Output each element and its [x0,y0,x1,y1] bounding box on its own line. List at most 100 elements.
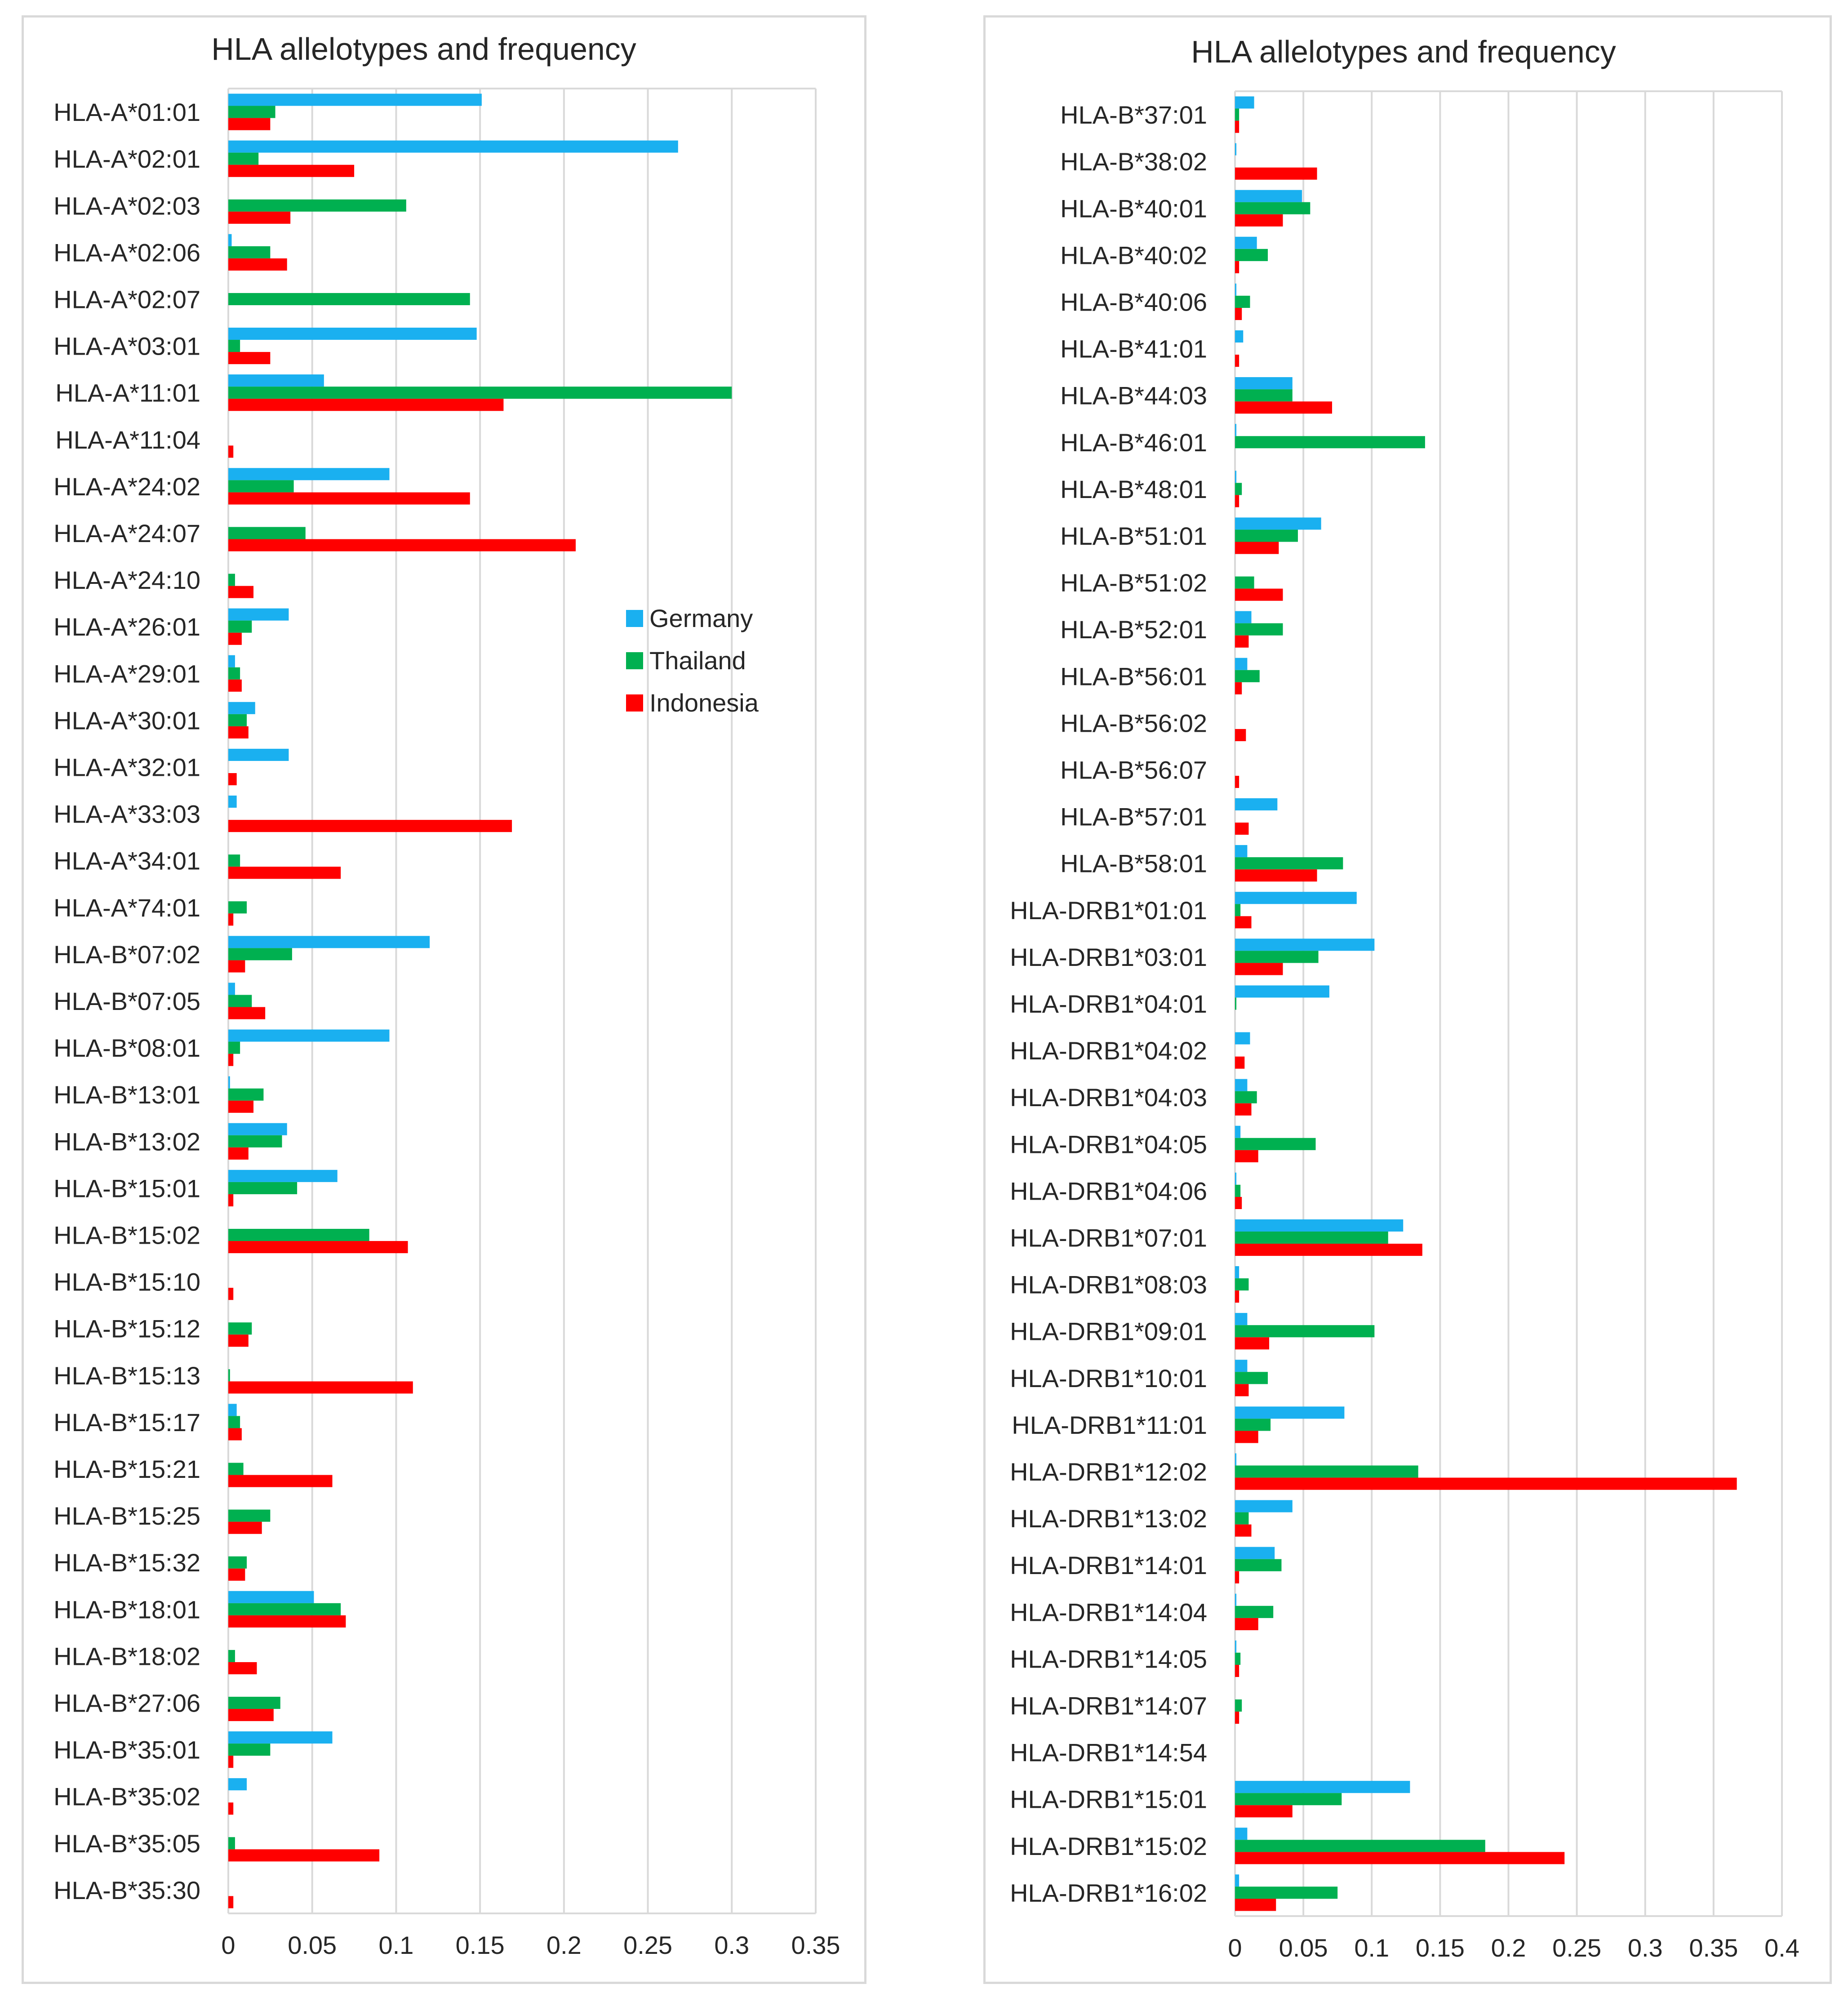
bar-thailand [1235,1278,1249,1291]
x-tick-label: 0.1 [1354,1934,1389,1962]
category-label: HLA-A*30:01 [53,706,200,734]
bar-germany [228,1123,287,1135]
bar-thailand [1235,670,1260,682]
legend: Germany Thailand Indonesia [626,604,759,717]
bar-germany [1235,1781,1410,1793]
bar-indonesia [228,1475,333,1487]
chart-panel-right: HLA allelotypes and frequency HLA-B*37:0… [983,15,1832,1984]
bar-thailand [1235,857,1343,870]
bar-germany [1235,377,1293,390]
bar-indonesia [228,1615,346,1628]
bar-germany [228,1029,390,1042]
bar-indonesia [228,679,242,692]
chart-left: HLA allelotypes and frequency HLA-A*01:0… [53,31,840,1959]
bar-thailand [1235,108,1239,121]
bar-thailand [228,387,732,399]
category-label: HLA-B*08:01 [53,1034,200,1062]
category-label: HLA-DRB1*14:07 [1010,1692,1207,1720]
bar-germany [1235,283,1237,296]
bar-thailand [1235,1419,1271,1431]
bar-germany [228,1591,314,1603]
bar-indonesia [228,1896,234,1908]
category-label: HLA-DRB1*07:01 [1010,1224,1207,1252]
bar-indonesia [228,1241,408,1254]
bar-germany [1235,845,1248,858]
bar-thailand [1235,529,1298,542]
bar-thailand [228,527,306,539]
gridlines [227,88,817,1914]
category-label: HLA-DRB1*03:01 [1010,943,1207,971]
bar-thailand [228,246,271,258]
bar-indonesia [1235,1618,1258,1630]
bar-thailand [228,1650,235,1662]
bar-thailand [228,1369,230,1382]
bar-thailand [228,1697,280,1709]
bar-indonesia [1235,869,1317,882]
bar-indonesia [1235,307,1242,320]
category-label: HLA-DRB1*16:02 [1010,1879,1207,1907]
bar-indonesia [1235,1337,1270,1350]
category-label: HLA-B*57:01 [1060,803,1207,831]
x-tick-label: 0.05 [1279,1934,1328,1962]
x-tick-label: 0.15 [456,1931,505,1959]
category-label: HLA-B*15:21 [53,1455,200,1483]
category-label: HLA-B*35:05 [53,1829,200,1858]
category-label: HLA-A*02:03 [53,191,200,220]
bar-thailand [228,480,294,493]
category-label: HLA-A*03:01 [53,332,200,360]
category-label: HLA-A*11:01 [55,379,200,407]
bar-thailand [228,620,252,633]
category-label: HLA-A*02:01 [53,145,200,173]
category-label: HLA-DRB1*14:01 [1010,1551,1207,1579]
category-label: HLA-B*37:01 [1060,101,1207,129]
bar-germany [1235,330,1244,343]
category-label: HLA-B*15:01 [53,1174,200,1202]
bar-thailand [228,1837,235,1850]
bar-indonesia [1235,823,1249,835]
category-label: HLA-A*34:01 [53,847,200,875]
category-label: HLA-A*74:01 [53,894,200,922]
bar-germany [1235,1547,1275,1559]
bar-thailand [1235,1325,1375,1338]
legend-swatch-germany [626,610,643,627]
bar-germany [1235,1125,1241,1138]
bar-indonesia [1235,1384,1249,1397]
bar-germany [1235,96,1254,109]
category-label: HLA-A*01:01 [53,98,200,126]
category-label: HLA-B*18:02 [53,1642,200,1670]
bar-indonesia [1235,1196,1242,1210]
x-tick-labels: 0 0.05 0.1 0.15 0.2 0.25 0.3 0.35 0.4 [1228,1934,1799,1962]
bar-indonesia [1235,1805,1293,1818]
bar-germany [1235,611,1252,623]
bar-germany [228,795,237,808]
bar-indonesia [1235,776,1239,788]
bar-germany [228,1404,237,1416]
bar-germany [1235,892,1357,904]
bar-thailand [1235,202,1310,214]
bar-thailand [228,901,247,914]
x-tick-label: 0.35 [1689,1934,1738,1962]
bar-germany [1235,1406,1345,1419]
bar-germany [1235,1828,1248,1840]
x-tick-label: 0.3 [1628,1934,1663,1962]
category-label: HLA-B*48:01 [1060,475,1207,503]
bar-indonesia [228,445,234,458]
category-label: HLA-B*15:12 [53,1315,200,1343]
bar-indonesia [1235,1290,1239,1303]
category-label: HLA-DRB1*13:02 [1010,1504,1207,1533]
bar-germany [1235,1500,1293,1512]
bars [228,93,732,1908]
bar-indonesia [228,352,271,365]
bar-thailand [228,995,252,1007]
bar-germany [1235,1453,1237,1466]
bar-germany [228,374,324,387]
category-label: HLA-A*11:04 [55,426,200,454]
bar-indonesia [1235,120,1239,133]
bar-germany [228,1778,247,1791]
bar-thailand [1235,1138,1316,1150]
bar-thailand [228,1182,298,1194]
bar-germany [1235,517,1321,530]
category-label: HLA-DRB1*14:04 [1010,1598,1207,1626]
bar-germany [1235,658,1248,670]
category-label: HLA-DRB1*15:02 [1010,1832,1207,1860]
